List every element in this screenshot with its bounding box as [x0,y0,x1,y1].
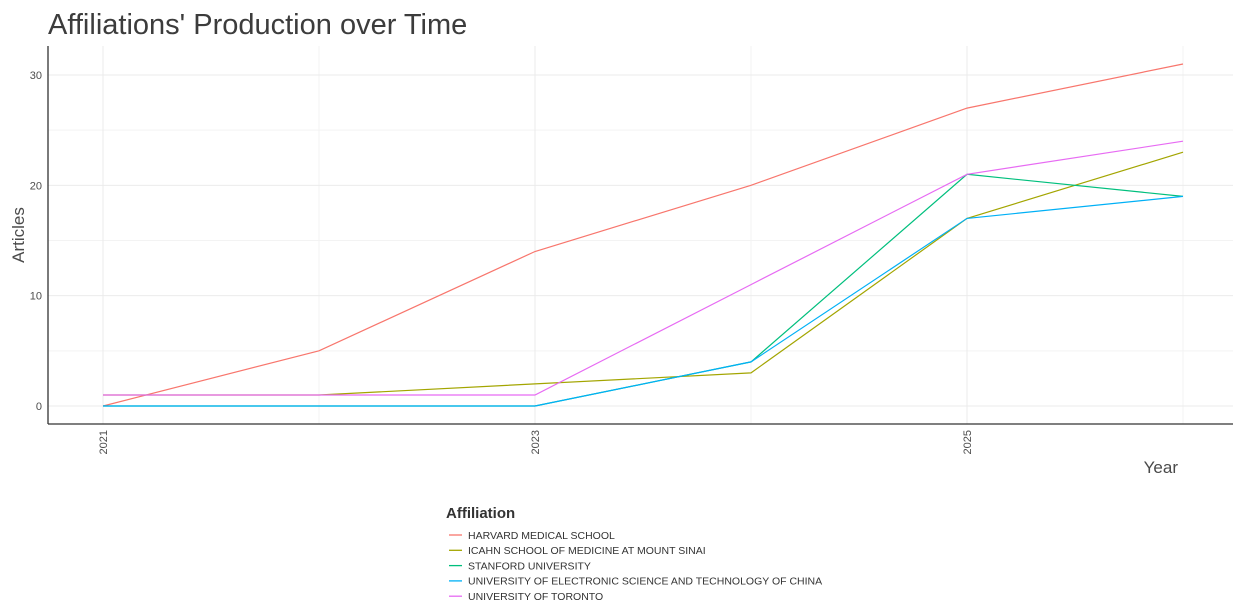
legend-item-label: HARVARD MEDICAL SCHOOL [468,530,615,542]
x-axis-title: Year [1144,458,1179,477]
series-line-3 [103,173,1184,407]
y-tick-label: 20 [30,180,42,192]
x-tick-label: 2021 [98,430,110,454]
x-tick-label: 2023 [530,430,542,454]
series-line-2 [103,151,1184,396]
y-tick-label: 30 [30,70,42,82]
y-axis-title: Articles [9,207,28,263]
legend-item-label: ICAHN SCHOOL OF MEDICINE AT MOUNT SINAI [468,545,706,557]
legend-title: Affiliation [446,505,515,522]
series-line-5 [103,140,1184,396]
legend-item-label: UNIVERSITY OF ELECTRONIC SCIENCE AND TEC… [468,576,822,588]
series-line-1 [102,63,1184,407]
x-tick-label: 2025 [962,430,974,454]
legend-item-label: UNIVERSITY OF TORONTO [468,591,603,603]
plot-panel [48,46,1233,424]
chart-title: Affiliations' Production over Time [48,9,467,41]
y-tick-label: 0 [36,401,42,413]
y-tick-label: 10 [30,291,42,303]
series-line-4 [103,195,1184,407]
legend: Affiliation HARVARD MEDICAL SCHOOL ICAHN … [446,505,822,603]
legend-item-label: STANFORD UNIVERSITY [468,560,591,572]
